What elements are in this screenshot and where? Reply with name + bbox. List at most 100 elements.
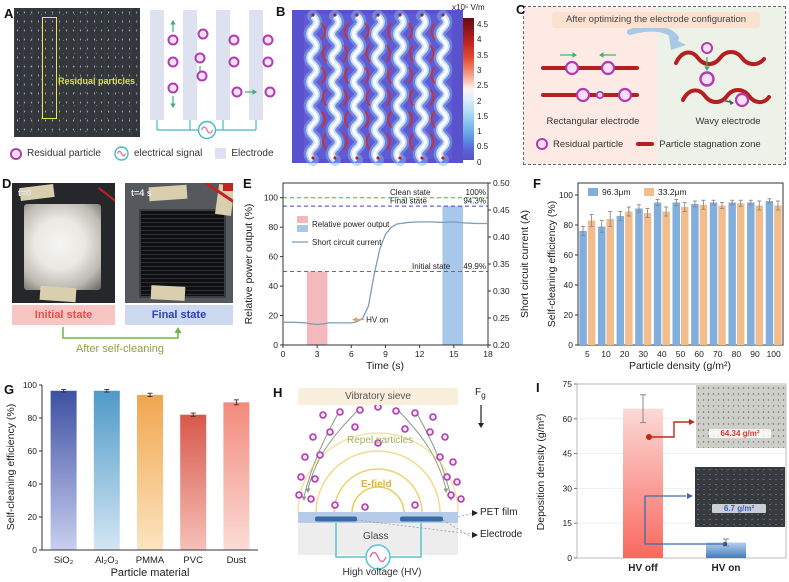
- svg-text:Particle material: Particle material: [111, 567, 190, 579]
- efield-simulation-heatmap: [292, 10, 463, 166]
- svg-text:0.45: 0.45: [493, 205, 510, 215]
- svg-text:100: 100: [23, 380, 37, 390]
- svg-text:3: 3: [315, 349, 320, 359]
- svg-text:60: 60: [694, 349, 704, 359]
- panel-e: E Clean state 100% Final state 94.3% Initial…: [240, 172, 540, 377]
- legend-label: Residual particle: [27, 148, 101, 159]
- svg-text:20: 20: [269, 311, 279, 321]
- efield-label: E-field: [361, 479, 392, 490]
- self-cleaning-arrow: [62, 327, 182, 339]
- svg-text:0.40: 0.40: [493, 232, 510, 242]
- svg-text:40: 40: [564, 280, 574, 290]
- panel-b-label: B: [276, 4, 286, 19]
- colorbar-tick: 4: [477, 35, 482, 45]
- svg-text:Short circuit current (A): Short circuit current (A): [519, 210, 531, 318]
- panel-h-label: H: [273, 385, 283, 400]
- panel-i: I 0 15 30 45 60 75 HV off HV on Deposition densi…: [528, 377, 789, 582]
- electrode-comparison-schematic: [541, 25, 771, 108]
- svg-text:0.35: 0.35: [493, 259, 510, 269]
- residual-particles-photo: Residual particles: [14, 8, 140, 137]
- deposition-setup-schematic: [295, 403, 484, 570]
- svg-text:Particle density (g/m²): Particle density (g/m²): [629, 360, 731, 372]
- self-cleaning-caption: After self-cleaning: [75, 343, 165, 355]
- svg-text:0: 0: [32, 545, 37, 555]
- photo-annotation: Residual particles: [58, 76, 136, 86]
- svg-text:Short circuit current: Short circuit current: [312, 238, 382, 247]
- svg-text:0.20: 0.20: [493, 340, 510, 350]
- svg-text:90: 90: [750, 349, 760, 359]
- svg-text:80: 80: [732, 349, 742, 359]
- svg-text:75: 75: [563, 379, 573, 389]
- panel-b: B x10⁵ V/m 4.5 4 3.5 3 2.5 2 1.5 1 0.5 0: [276, 0, 523, 172]
- svg-text:96.3μm: 96.3μm: [602, 187, 631, 197]
- residual-particle-icon: [10, 147, 22, 160]
- svg-text:0: 0: [568, 340, 573, 350]
- svg-text:Time (s): Time (s): [366, 360, 404, 372]
- svg-text:0: 0: [281, 349, 286, 359]
- svg-text:80: 80: [564, 220, 574, 230]
- time-label-final: t=4 s: [131, 188, 152, 198]
- final-state-badge: Final state: [125, 305, 233, 325]
- electrode-array-schematic: [150, 10, 276, 140]
- svg-text:PMMA: PMMA: [136, 555, 165, 566]
- svg-text:94.3%: 94.3%: [463, 197, 486, 206]
- panel-g: G SiO₂ Al₂O₃ PMMA PVC Dust 0 20 40 60 80 100 Partic…: [0, 377, 265, 582]
- colorbar-tick: 2.5: [477, 81, 489, 91]
- legend-label: Residual particle: [553, 138, 624, 150]
- svg-text:60: 60: [269, 252, 279, 262]
- svg-text:40: 40: [657, 349, 667, 359]
- svg-text:60: 60: [28, 446, 38, 456]
- svg-text:0.50: 0.50: [493, 178, 510, 188]
- highlight-box: [42, 17, 57, 119]
- svg-text:0: 0: [273, 340, 278, 350]
- svg-text:40: 40: [269, 281, 279, 291]
- svg-text:Relative power output (%): Relative power output (%): [243, 204, 255, 325]
- colorbar-unit: x10⁵ V/m: [452, 3, 485, 12]
- panel-f: F 0 20 40 60 80 100 5 10 20 30 40 50 60 70 80 90 100 96.3…: [528, 172, 789, 377]
- svg-text:100: 100: [559, 190, 573, 200]
- glass-label: Glass: [363, 531, 389, 542]
- rectangular-electrode-caption: Rectangular electrode: [546, 116, 640, 127]
- repel-particles-label: Repel particles: [347, 435, 414, 446]
- svg-text:20: 20: [564, 310, 574, 320]
- electrode-label: Electrode: [480, 529, 523, 540]
- panel-c-title: After optimizing the electrode configura…: [552, 12, 760, 28]
- svg-text:100: 100: [767, 349, 781, 359]
- efficiency-vs-density-chart: 0 20 40 60 80 100 5 10 20 30 40 50 60 70 80 90 100 96.3μm…: [546, 182, 784, 372]
- svg-text:20: 20: [620, 349, 630, 359]
- panel-d: D t=0 t=4 s Initial state Final state Af…: [0, 172, 240, 377]
- hv-off-density-label: 64.34 g/m²: [709, 429, 771, 438]
- legend-label: Particle stagnation zone: [659, 138, 761, 150]
- vibratory-sieve: Vibratory sieve: [298, 388, 458, 405]
- panel-g-label: G: [4, 382, 15, 397]
- svg-text:Self-cleaning efficiency (%): Self-cleaning efficiency (%): [5, 404, 17, 530]
- red-connector: [223, 183, 233, 191]
- hv-on-inset-photo: 6.7 g/m²: [695, 467, 785, 527]
- initial-state-photo: t=0: [12, 183, 115, 303]
- residual-particle-icon: [536, 138, 548, 150]
- svg-text:Final state: Final state: [390, 197, 427, 206]
- svg-text:15: 15: [449, 349, 459, 359]
- svg-text:30: 30: [638, 349, 648, 359]
- svg-text:100: 100: [264, 193, 278, 203]
- svg-text:80: 80: [28, 413, 38, 423]
- svg-text:0.25: 0.25: [493, 313, 510, 323]
- panel-i-label: I: [536, 380, 540, 395]
- svg-text:20: 20: [28, 512, 38, 522]
- svg-text:70: 70: [713, 349, 723, 359]
- panel-c-label: C: [516, 2, 526, 17]
- svg-text:80: 80: [269, 222, 279, 232]
- panel-a-legend: Residual particle electrical signal Elec…: [10, 146, 282, 161]
- electrical-signal-icon: [114, 146, 129, 161]
- wavy-electrode-caption: Wavy electrode: [695, 116, 761, 127]
- stagnation-zone-icon: [636, 142, 655, 146]
- svg-text:HV on: HV on: [712, 563, 741, 574]
- hv-on-density-label: 6.7 g/m²: [712, 504, 766, 513]
- svg-text:Relative power output: Relative power output: [312, 220, 390, 229]
- efficiency-vs-material-chart: SiO₂ Al₂O₃ PMMA PVC Dust 0 20 40 60 80 100 Particle…: [5, 380, 258, 579]
- colorbar-tick: 0: [477, 157, 482, 167]
- colorbar-tick: 1.5: [477, 111, 489, 121]
- svg-text:Al₂O₃: Al₂O₃: [95, 555, 119, 566]
- svg-text:12: 12: [415, 349, 425, 359]
